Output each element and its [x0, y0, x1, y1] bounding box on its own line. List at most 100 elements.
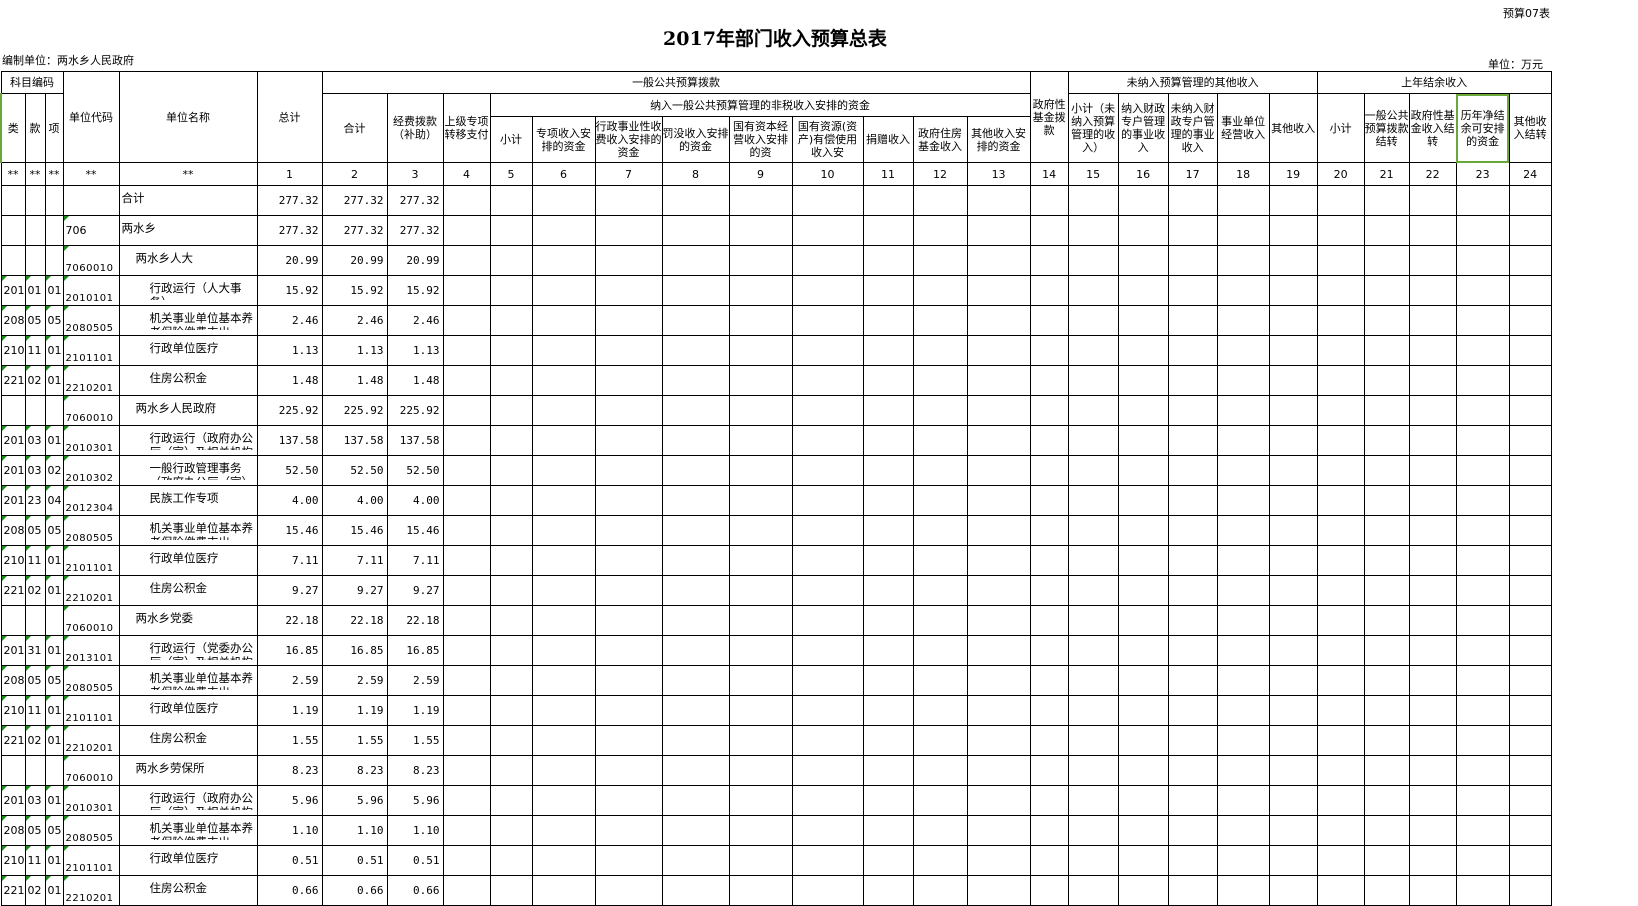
- cell-kuan[interactable]: 05: [24, 305, 46, 336]
- cell-amount-empty[interactable]: [594, 485, 663, 516]
- cell-amount[interactable]: 5.96: [256, 785, 323, 816]
- column-number[interactable]: 11: [862, 162, 914, 186]
- header-xiang[interactable]: 项: [44, 93, 64, 163]
- cell-amount[interactable]: 2.46: [321, 305, 388, 336]
- cell-amount-empty[interactable]: [1408, 785, 1457, 816]
- cell-amount-empty[interactable]: [1316, 575, 1365, 606]
- cell-amount[interactable]: 8.23: [256, 755, 323, 786]
- header-general-budget[interactable]: 一般公共预算拨款: [321, 71, 1031, 94]
- cell-amount-empty[interactable]: [1216, 875, 1270, 906]
- cell-xiang[interactable]: [44, 755, 64, 786]
- cell-amount-empty[interactable]: [1029, 215, 1069, 246]
- cell-amount-empty[interactable]: [728, 365, 793, 396]
- cell-amount-empty[interactable]: [862, 335, 914, 366]
- column-number[interactable]: 6: [531, 162, 596, 186]
- cell-amount-empty[interactable]: [1268, 875, 1318, 906]
- cell-amount[interactable]: 1.13: [256, 335, 323, 366]
- cell-amount-empty[interactable]: [1408, 695, 1457, 726]
- cell-amount-empty[interactable]: [531, 875, 596, 906]
- cell-xiang[interactable]: 04: [44, 485, 64, 516]
- cell-amount-empty[interactable]: [1216, 395, 1270, 426]
- cell-amount[interactable]: 0.66: [386, 875, 444, 906]
- cell-amount[interactable]: 22.18: [386, 605, 444, 636]
- cell-amount-empty[interactable]: [1408, 425, 1457, 456]
- cell-amount-empty[interactable]: [1067, 875, 1119, 906]
- cell-amount-empty[interactable]: [791, 245, 864, 276]
- cell-amount-empty[interactable]: [1455, 365, 1510, 396]
- cell-amount-empty[interactable]: [1455, 665, 1510, 696]
- cell-amount-empty[interactable]: [489, 785, 533, 816]
- cell-amount-empty[interactable]: [912, 725, 968, 756]
- cell-kuan[interactable]: 03: [24, 455, 46, 486]
- column-number[interactable]: 21: [1363, 162, 1410, 186]
- cell-amount-empty[interactable]: [489, 635, 533, 666]
- cell-amount-empty[interactable]: [442, 635, 491, 666]
- cell-amount-empty[interactable]: [1508, 545, 1552, 576]
- header-unit-name[interactable]: 单位名称: [118, 71, 258, 163]
- cell-amount[interactable]: 52.50: [386, 455, 444, 486]
- cell-amount-empty[interactable]: [1316, 665, 1365, 696]
- cell-amount[interactable]: 15.92: [256, 275, 323, 306]
- cell-amount[interactable]: 1.10: [256, 815, 323, 846]
- cell-amount-empty[interactable]: [489, 485, 533, 516]
- header-general-sum[interactable]: 合计: [321, 93, 388, 163]
- cell-amount[interactable]: 16.85: [386, 635, 444, 666]
- cell-amount-empty[interactable]: [912, 455, 968, 486]
- cell-amount-empty[interactable]: [1508, 245, 1552, 276]
- cell-amount-empty[interactable]: [862, 575, 914, 606]
- cell-kuan[interactable]: 23: [24, 485, 46, 516]
- cell-amount-empty[interactable]: [791, 395, 864, 426]
- cell-amount-empty[interactable]: [594, 455, 663, 486]
- cell-amount-empty[interactable]: [1216, 695, 1270, 726]
- cell-amount-empty[interactable]: [442, 665, 491, 696]
- cell-amount-empty[interactable]: [791, 275, 864, 306]
- cell-amount-empty[interactable]: [594, 755, 663, 786]
- cell-amount-empty[interactable]: [531, 815, 596, 846]
- cell-amount-empty[interactable]: [1117, 635, 1169, 666]
- cell-amount[interactable]: 225.92: [256, 395, 323, 426]
- cell-amount-empty[interactable]: [912, 875, 968, 906]
- cell-amount-empty[interactable]: [862, 515, 914, 546]
- cell-amount-empty[interactable]: [489, 875, 533, 906]
- cell-xiang[interactable]: 01: [44, 785, 64, 816]
- cell-lei[interactable]: 221: [0, 365, 26, 396]
- cell-unit-code[interactable]: 2210201: [62, 365, 120, 396]
- cell-amount-empty[interactable]: [1216, 545, 1270, 576]
- column-number[interactable]: 16: [1117, 162, 1169, 186]
- cell-amount-empty[interactable]: [1455, 605, 1510, 636]
- cell-amount-empty[interactable]: [1167, 695, 1218, 726]
- cell-amount-empty[interactable]: [594, 275, 663, 306]
- cell-amount-empty[interactable]: [594, 695, 663, 726]
- cell-amount-empty[interactable]: [594, 665, 663, 696]
- cell-xiang[interactable]: [44, 245, 64, 276]
- cell-amount-empty[interactable]: [1408, 485, 1457, 516]
- cell-amount-empty[interactable]: [791, 515, 864, 546]
- cell-amount-empty[interactable]: [531, 755, 596, 786]
- cell-amount-empty[interactable]: [594, 335, 663, 366]
- cell-amount-empty[interactable]: [912, 485, 968, 516]
- cell-amount-empty[interactable]: [1067, 485, 1119, 516]
- cell-amount-empty[interactable]: [594, 245, 663, 276]
- cell-amount-empty[interactable]: [1216, 425, 1270, 456]
- cell-unit-name[interactable]: 行政单位医疗: [118, 545, 258, 576]
- cell-amount-empty[interactable]: [862, 665, 914, 696]
- cell-kuan[interactable]: 02: [24, 725, 46, 756]
- cell-amount-empty[interactable]: [912, 605, 968, 636]
- cell-unit-code[interactable]: 2101101: [62, 845, 120, 876]
- cell-lei[interactable]: 201: [0, 425, 26, 456]
- cell-kuan[interactable]: 31: [24, 635, 46, 666]
- cell-amount-empty[interactable]: [1167, 245, 1218, 276]
- cell-amount-empty[interactable]: [1363, 395, 1410, 426]
- cell-amount-empty[interactable]: [1316, 275, 1365, 306]
- cell-amount-empty[interactable]: [862, 785, 914, 816]
- cell-amount-empty[interactable]: [1117, 875, 1169, 906]
- cell-amount-empty[interactable]: [1455, 425, 1510, 456]
- header-other-col[interactable]: 纳入财政专户管理的事业收入: [1117, 93, 1169, 163]
- cell-unit-code[interactable]: 2101101: [62, 695, 120, 726]
- cell-amount-empty[interactable]: [1455, 275, 1510, 306]
- cell-amount-empty[interactable]: [728, 635, 793, 666]
- cell-amount-empty[interactable]: [531, 305, 596, 336]
- cell-amount-empty[interactable]: [1316, 815, 1365, 846]
- cell-unit-code[interactable]: 2010101: [62, 275, 120, 306]
- cell-amount[interactable]: 9.27: [321, 575, 388, 606]
